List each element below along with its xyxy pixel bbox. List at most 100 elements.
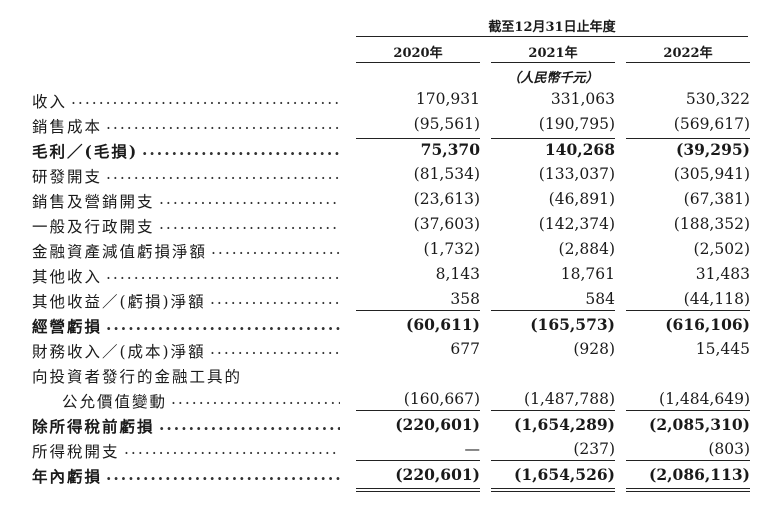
statement-row: 一般及行政開支.................................… xyxy=(0,215,768,239)
rule-operating-2021 xyxy=(491,310,615,311)
statement-row: 研發開支....................................… xyxy=(0,165,768,189)
statement-row: 收入......................................… xyxy=(0,90,768,114)
leader-dots: ........................................… xyxy=(171,390,340,408)
row-label: 銷售成本 xyxy=(32,118,103,136)
statement-row: 經營虧損....................................… xyxy=(0,315,768,339)
statement-row: 金融資產減值虧損淨額..............................… xyxy=(0,240,768,264)
row-label: 一般及行政開支 xyxy=(32,218,155,236)
row-label: 公允價值變動 xyxy=(62,393,168,411)
value-cell-2022: (803) xyxy=(708,440,750,458)
double-rule-top-2020 xyxy=(356,488,480,489)
leader-dots: ........................................… xyxy=(159,190,340,208)
value-cell-2020: (23,613) xyxy=(413,190,480,208)
double-rule-bottom-2021 xyxy=(491,491,615,492)
value-cell-2022: (39,295) xyxy=(676,140,750,159)
value-cell-2021: (46,891) xyxy=(548,190,615,208)
double-rule-bottom-2020 xyxy=(356,491,480,492)
statement-row: 其他收益／(虧損)淨額.............................… xyxy=(0,290,768,314)
value-cell-2020: (60,611) xyxy=(406,315,480,334)
value-cell-2020: 170,931 xyxy=(415,90,480,108)
value-cell-2020: 75,370 xyxy=(420,140,480,159)
value-cell-2022: (2,085,310) xyxy=(649,415,750,434)
value-cell-2022: 530,322 xyxy=(685,90,750,108)
value-cell-2022: (44,118) xyxy=(683,290,750,308)
period-header: 截至12月31日止年度 xyxy=(488,20,616,35)
leader-dots: ........................................… xyxy=(159,215,340,233)
value-cell-2020: (160,667) xyxy=(403,390,480,408)
value-cell-2022: (569,617) xyxy=(673,115,750,133)
statement-row: 公允價值變動..................................… xyxy=(0,390,768,414)
row-label: 其他收入 xyxy=(32,268,103,286)
value-cell-2021: 584 xyxy=(585,290,615,308)
row-label: 向投資者發行的金融工具的 xyxy=(32,368,243,386)
value-cell-2020: (220,601) xyxy=(395,415,480,434)
rule-net-2021 xyxy=(491,460,615,461)
leader-dots: ........................................… xyxy=(124,440,340,458)
value-cell-2020: (37,603) xyxy=(413,215,480,233)
leader-dots: ........................................… xyxy=(71,90,340,108)
value-cell-2021: (2,884) xyxy=(558,240,615,258)
value-cell-2022: (2,086,113) xyxy=(649,465,750,484)
rule-gross-2020 xyxy=(356,138,480,139)
value-cell-2022: (67,381) xyxy=(683,190,750,208)
statement-row: 所得稅開支...................................… xyxy=(0,440,768,464)
value-cell-2022: (1,484,649) xyxy=(659,390,750,408)
statement-row: 毛利／(毛損).................................… xyxy=(0,140,768,164)
value-cell-2020: (1,732) xyxy=(423,240,480,258)
value-cell-2020: (95,561) xyxy=(413,115,480,133)
row-label: 除所得稅前虧損 xyxy=(32,417,155,436)
row-label: 金融資產減值虧損淨額 xyxy=(32,243,208,261)
leader-dots: ........................................… xyxy=(210,290,340,308)
value-cell-2021: 331,063 xyxy=(550,90,615,108)
row-label: 財務收入／(成本)淨額 xyxy=(32,343,206,361)
value-cell-2022: 31,483 xyxy=(695,265,750,283)
rule-net-2020 xyxy=(356,460,480,461)
value-cell-2021: 18,761 xyxy=(560,265,615,283)
value-cell-2020: (81,534) xyxy=(413,165,480,183)
rule-pretax-2021 xyxy=(491,410,615,411)
value-cell-2021: 140,268 xyxy=(544,140,615,159)
leader-dots: ........................................… xyxy=(142,140,340,159)
value-cell-2022: (616,106) xyxy=(665,315,750,334)
unit-label: （人民幣千元） xyxy=(507,71,599,86)
value-cell-2021: (1,487,788) xyxy=(524,390,615,408)
rule-operating-2020 xyxy=(356,310,480,311)
rule-pretax-2022 xyxy=(626,410,750,411)
leader-dots: ........................................… xyxy=(106,115,340,133)
year-rule-2022 xyxy=(626,62,750,63)
statement-row: 其他收入....................................… xyxy=(0,265,768,289)
double-rule-top-2022 xyxy=(626,488,750,489)
double-rule-bottom-2022 xyxy=(626,491,750,492)
year-header-2021: 2021年 xyxy=(528,46,578,61)
value-cell-2022: (305,941) xyxy=(673,165,750,183)
row-label: 所得稅開支 xyxy=(32,443,120,461)
leader-dots: ........................................… xyxy=(106,165,340,183)
leader-dots: ........................................… xyxy=(159,415,340,434)
statement-row: 除所得稅前虧損.................................… xyxy=(0,415,768,439)
leader-dots: ........................................… xyxy=(106,315,340,334)
rule-pretax-2020 xyxy=(356,410,480,411)
value-cell-2021: (237) xyxy=(573,440,615,458)
value-cell-2020: — xyxy=(464,440,481,458)
row-label: 收入 xyxy=(32,93,68,111)
value-cell-2020: 677 xyxy=(450,340,480,358)
row-label: 毛利／(毛損) xyxy=(32,142,139,161)
value-cell-2020: 358 xyxy=(450,290,480,308)
value-cell-2021: (165,573) xyxy=(530,315,615,334)
value-cell-2021: (1,654,289) xyxy=(514,415,615,434)
year-rule-2021 xyxy=(491,62,615,63)
rule-gross-2021 xyxy=(491,138,615,139)
value-cell-2021: (1,654,526) xyxy=(514,465,615,484)
value-cell-2021: (133,037) xyxy=(538,165,615,183)
leader-dots: ........................................… xyxy=(106,465,340,484)
value-cell-2022: (188,352) xyxy=(673,215,750,233)
row-label: 銷售及營銷開支 xyxy=(32,193,155,211)
leader-dots: ........................................… xyxy=(211,240,340,258)
leader-dots: ........................................… xyxy=(210,340,340,358)
rule-net-2022 xyxy=(626,460,750,461)
statement-row: 年內虧損....................................… xyxy=(0,465,768,489)
double-rule-top-2021 xyxy=(491,488,615,489)
header-rule xyxy=(356,36,748,37)
year-header-2022: 2022年 xyxy=(663,46,713,61)
year-header-2020: 2020年 xyxy=(393,46,443,61)
